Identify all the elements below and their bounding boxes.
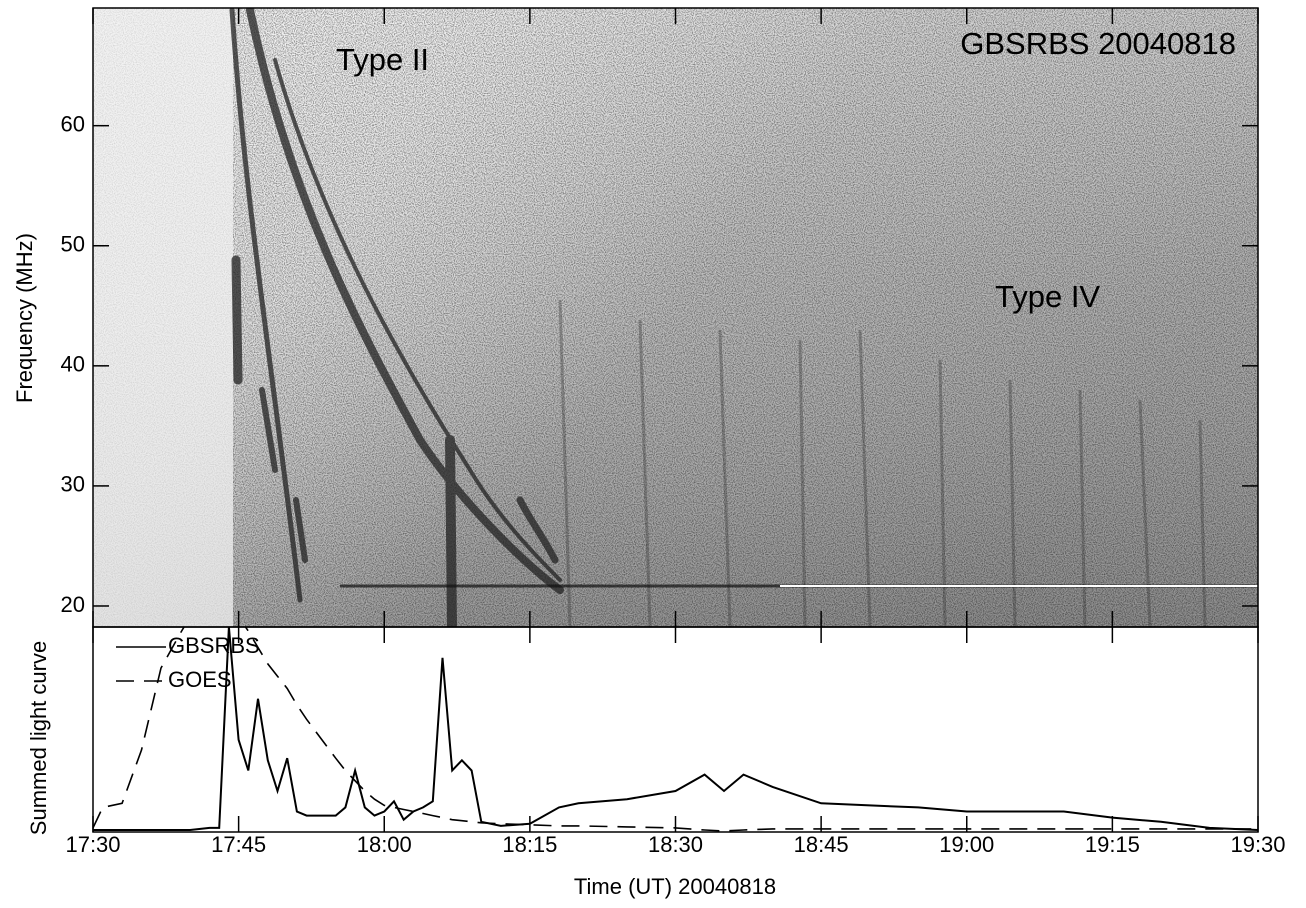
series-line <box>93 627 1258 831</box>
x-tick-label: 19:30 <box>1230 832 1285 857</box>
spectrogram-image <box>93 8 1258 627</box>
x-tick-label: 18:00 <box>357 832 412 857</box>
plot-area <box>93 627 1258 832</box>
annotation: Type IV <box>995 279 1100 314</box>
y-axis-label: Summed light curve <box>26 641 51 835</box>
y-tick-label: 40 <box>61 352 85 377</box>
annotation: GBSRBS 20040818 <box>960 26 1236 61</box>
x-tick-label: 18:45 <box>794 832 849 857</box>
annotation: Type II <box>336 42 429 77</box>
x-tick-label: 18:30 <box>648 832 703 857</box>
x-tick-label: 19:15 <box>1085 832 1140 857</box>
series-line <box>93 627 1258 832</box>
x-axis-label: Time (UT) 20040818 <box>574 874 776 899</box>
y-tick-label: 30 <box>61 472 85 497</box>
y-axis-label: Frequency (MHz) <box>12 233 37 403</box>
x-tick-label: 17:45 <box>211 832 266 857</box>
x-tick-label: 19:00 <box>939 832 994 857</box>
y-tick-label: 20 <box>61 592 85 617</box>
x-tick-label: 18:15 <box>502 832 557 857</box>
bottom-frame <box>92 626 1259 833</box>
y-tick-label: 60 <box>61 111 85 136</box>
legend-label: GOES <box>168 667 232 692</box>
y-tick-label: 50 <box>61 232 85 257</box>
x-tick-label: 17:30 <box>65 832 120 857</box>
legend-label: GBSRBS <box>168 633 260 658</box>
